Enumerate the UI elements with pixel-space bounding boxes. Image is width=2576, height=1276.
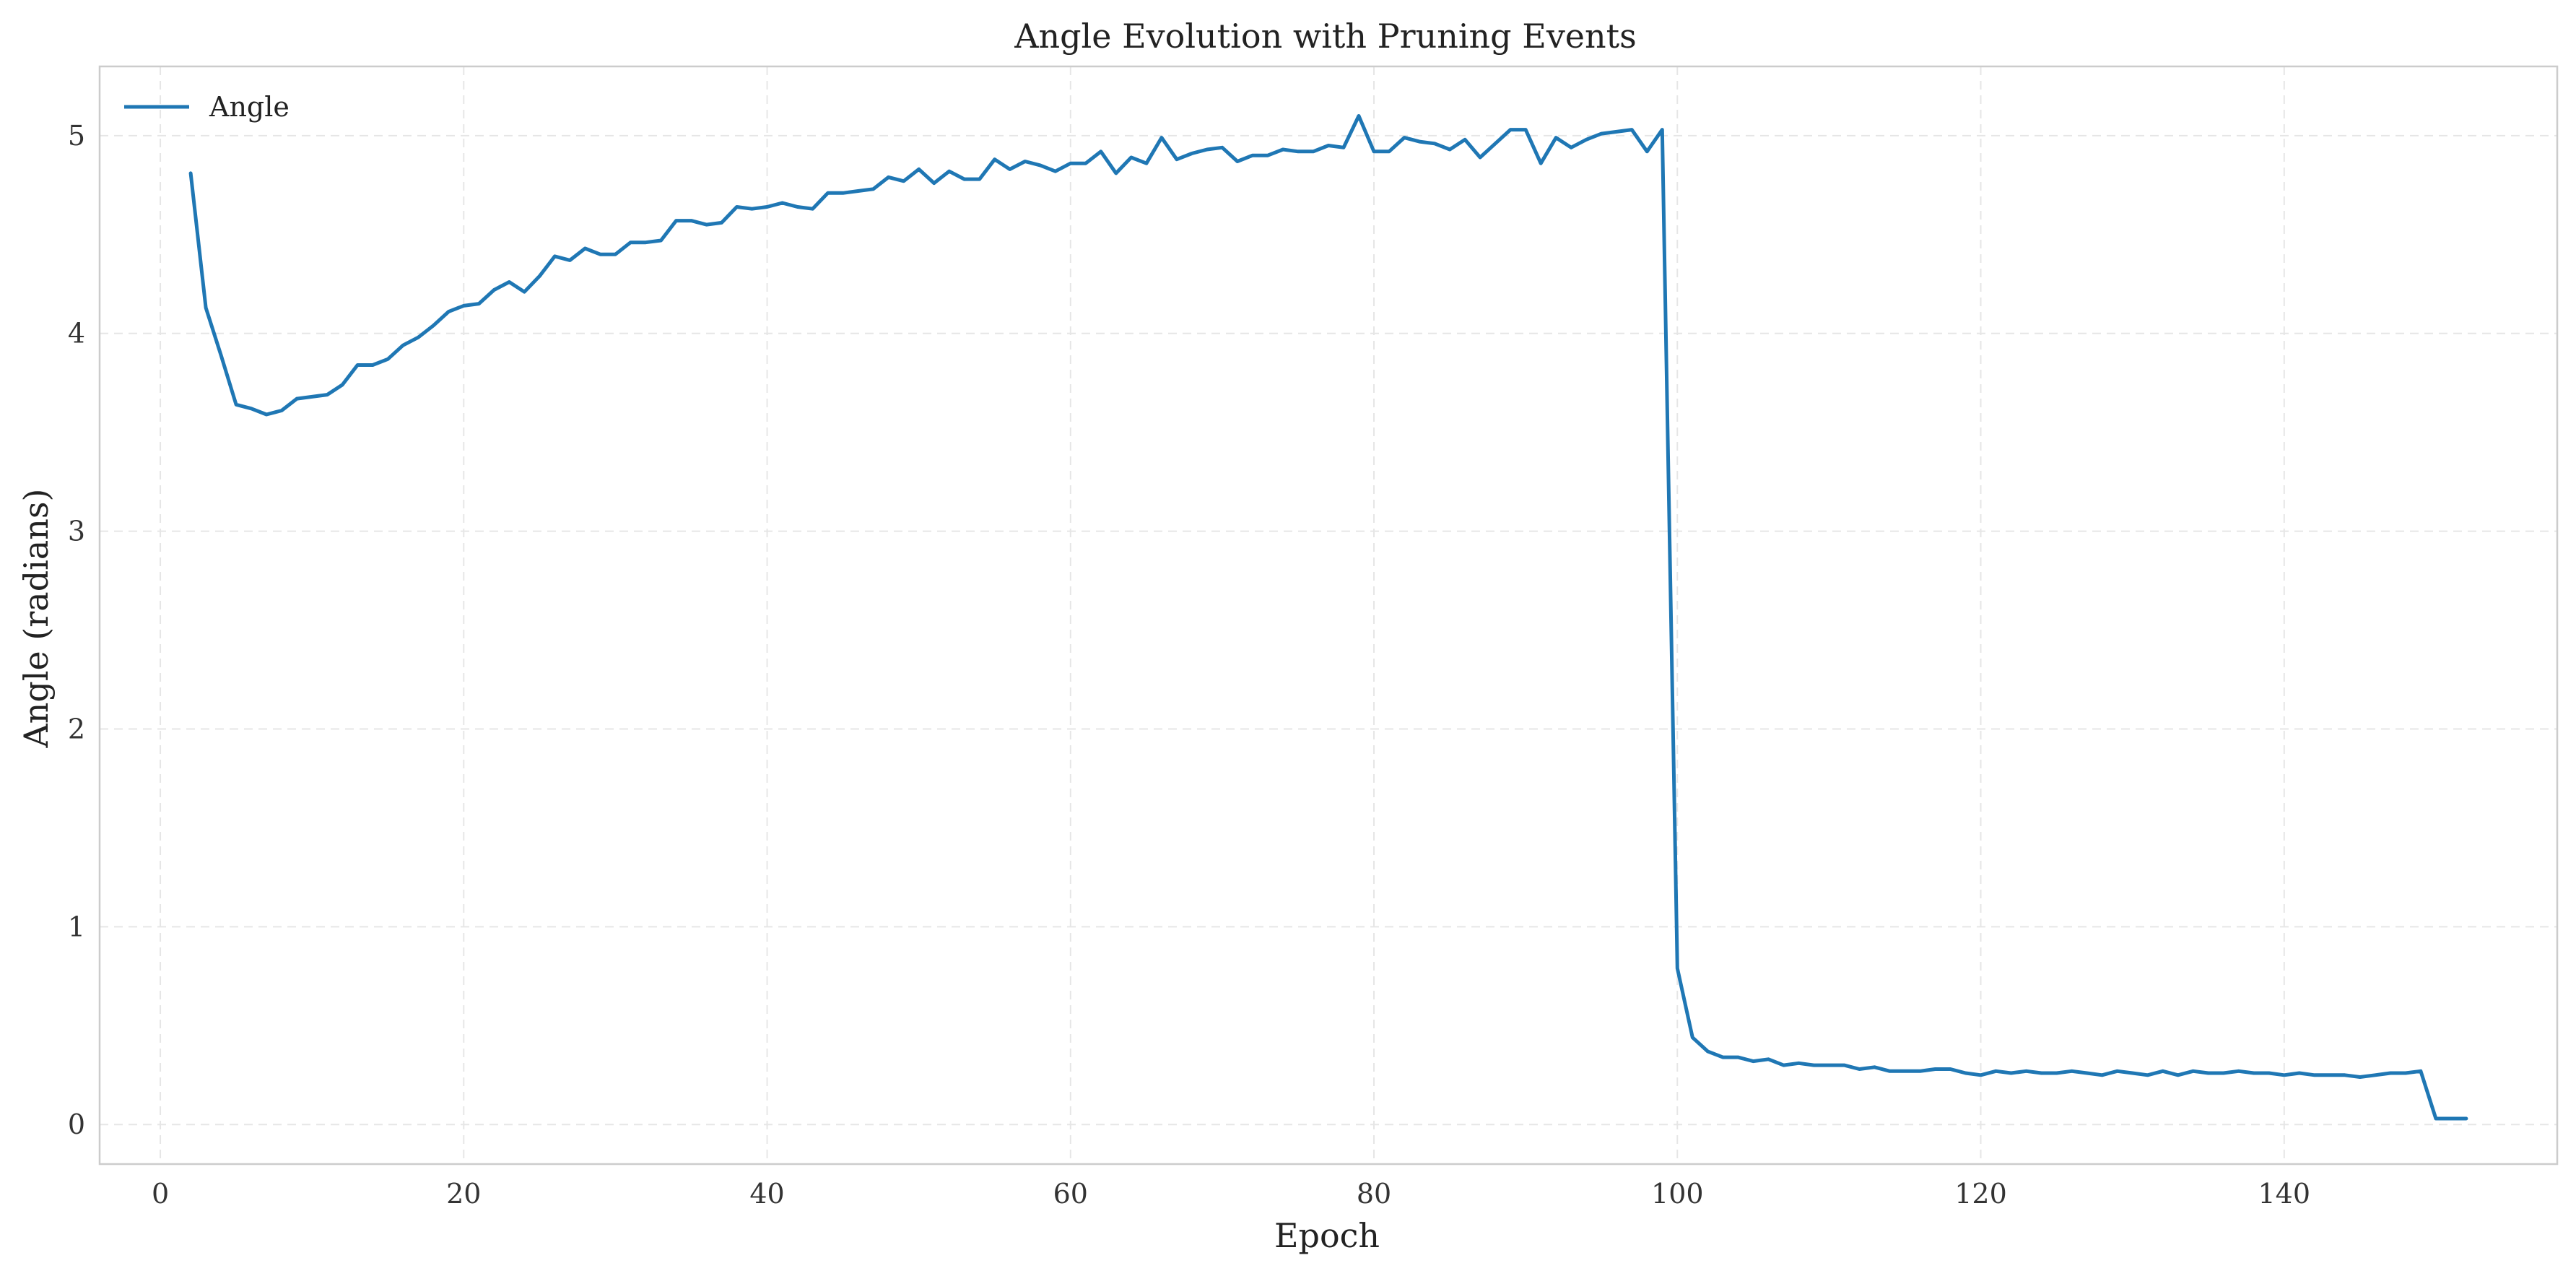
y-axis-label: Angle (radians) [17, 489, 56, 749]
series-line-angle [188, 114, 2468, 1121]
y-tick-label: 1 [68, 911, 85, 942]
y-tick-label: 0 [68, 1108, 85, 1140]
x-ticks: 0 20 40 60 80 100 120 140 [152, 1178, 2310, 1210]
y-tick-label: 3 [68, 516, 85, 547]
chart-title: Angle Evolution with Pruning Events [1014, 17, 1637, 56]
legend-label-angle: Angle [209, 91, 290, 123]
legend: Angle [124, 91, 290, 123]
x-tick-label: 140 [2258, 1178, 2311, 1210]
x-tick-label: 100 [1651, 1178, 1704, 1210]
x-tick-label: 40 [749, 1178, 784, 1210]
y-ticks: 0 1 2 3 4 5 [68, 120, 85, 1140]
x-tick-label: 0 [152, 1178, 169, 1210]
y-tick-label: 5 [68, 120, 85, 152]
x-tick-label: 80 [1357, 1178, 1391, 1210]
grid [100, 66, 2557, 1164]
series-group [188, 114, 2468, 1121]
plot-frame [98, 65, 2559, 1166]
y-tick-label: 2 [68, 713, 85, 745]
y-tick-label: 4 [68, 318, 85, 350]
x-tick-label: 60 [1053, 1178, 1088, 1210]
x-axis-label: Epoch [1274, 1216, 1380, 1255]
x-tick-label: 20 [446, 1178, 481, 1210]
x-tick-label: 120 [1954, 1178, 2007, 1210]
